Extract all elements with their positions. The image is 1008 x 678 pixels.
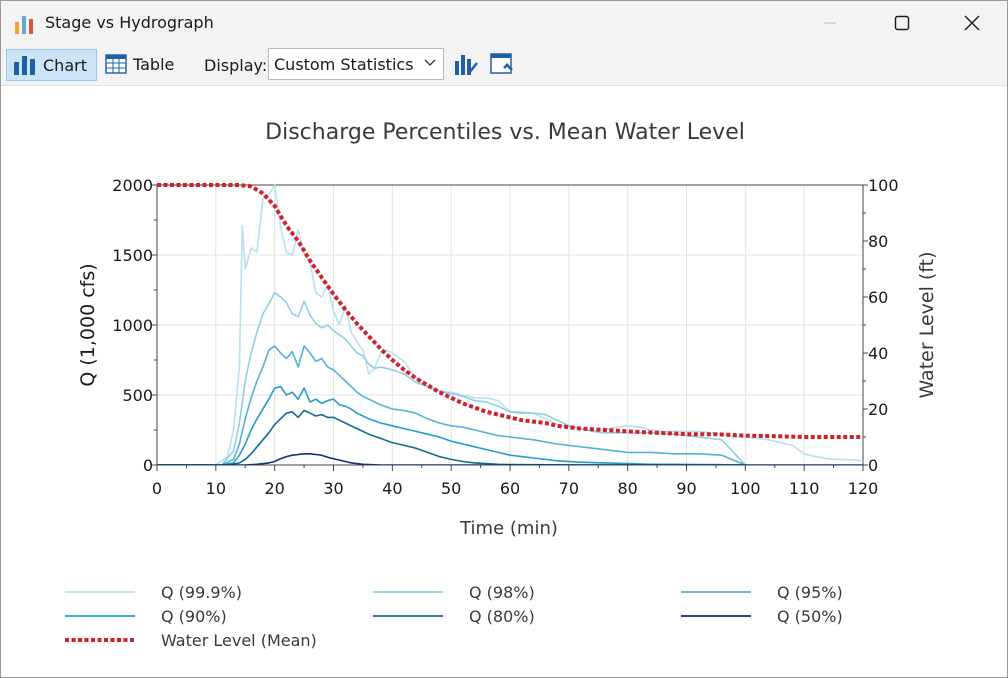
x-tick-label: 40 — [382, 479, 402, 498]
chart-tab-button[interactable]: Chart — [6, 49, 97, 81]
x-tick-label: 60 — [500, 479, 520, 498]
table-icon — [105, 54, 127, 74]
legend-label: Q (98%) — [469, 583, 535, 602]
display-select-value: Custom Statistics — [274, 55, 414, 74]
x-tick-label: 90 — [676, 479, 696, 498]
chart-title: Discharge Percentiles vs. Mean Water Lev… — [265, 120, 745, 145]
x-tick-label: 30 — [323, 479, 343, 498]
bar-chart-icon — [14, 56, 35, 75]
minimize-button[interactable] — [807, 1, 853, 45]
x-axis-label: Time (min) — [459, 518, 558, 539]
x-tick-label: 0 — [152, 479, 162, 498]
x-tick-label: 50 — [441, 479, 461, 498]
y2-tick-label: 0 — [868, 456, 878, 475]
legend-label: Q (80%) — [469, 607, 535, 626]
series-line-water-level-mean — [157, 183, 863, 439]
bar-chart-icon — [15, 16, 33, 34]
y-tick-label: 1500 — [112, 246, 153, 265]
y2-tick-label: 100 — [868, 176, 899, 195]
title-bar[interactable]: Stage vs Hydrograph — [1, 1, 1007, 45]
legend-label: Q (90%) — [161, 607, 227, 626]
minimize-icon — [824, 22, 836, 24]
x-tick-label: 110 — [789, 479, 820, 498]
y-axis-label: Q (1,000 cfs) — [77, 263, 99, 386]
legend-label: Q (95%) — [777, 583, 843, 602]
x-tick-label: 20 — [264, 479, 284, 498]
display-select[interactable]: Custom Statistics — [268, 48, 444, 80]
legend-label: Q (99.9%) — [161, 583, 242, 602]
chart-tab-label: Chart — [43, 55, 87, 75]
x-tick-label: 80 — [617, 479, 637, 498]
maximize-button[interactable] — [879, 1, 925, 45]
chart-settings-icon[interactable] — [453, 51, 479, 77]
chart-svg: 0 10 20 30 40 50 60 70 80 90 100 110 120050010001500… — [65, 120, 938, 650]
y2-tick-label: 20 — [868, 400, 888, 419]
y2-tick-label: 40 — [868, 344, 888, 363]
x-tick-label: 10 — [206, 479, 226, 498]
series-line-q-90 — [157, 385, 746, 465]
y-tick-label: 2000 — [112, 176, 153, 195]
maximize-icon — [894, 15, 910, 31]
display-label: Display: — [204, 56, 268, 75]
legend-label: Water Level (Mean) — [161, 631, 317, 650]
chevron-down-icon — [424, 59, 436, 66]
series-line-q-80 — [157, 409, 628, 465]
x-tick-label: 70 — [559, 479, 579, 498]
y2-tick-label: 80 — [868, 232, 888, 251]
close-button[interactable] — [949, 1, 995, 45]
series-line-q-50 — [157, 452, 863, 465]
window-settings-icon[interactable] — [489, 51, 515, 77]
y-tick-label: 0 — [143, 456, 153, 475]
series-line-q-95 — [157, 345, 746, 465]
y2-axis-label: Water Level (ft) — [916, 251, 938, 398]
toolbar: Chart Table Display: Custom Statistics — [1, 45, 1007, 86]
close-icon — [964, 15, 980, 31]
y2-tick-label: 60 — [868, 288, 888, 307]
window-title: Stage vs Hydrograph — [45, 13, 214, 32]
y-tick-label: 500 — [122, 386, 153, 405]
chart-container: 0 10 20 30 40 50 60 70 80 90 100 110 120 0 500 1000 1500… — [1, 86, 1007, 677]
x-tick-label: 100 — [730, 479, 761, 498]
x-tick-label: 120 — [848, 479, 879, 498]
y-tick-label: 1000 — [112, 316, 153, 335]
table-tab-label: Table — [133, 54, 175, 74]
legend-label: Q (50%) — [777, 607, 843, 626]
table-tab-button[interactable]: Table — [105, 49, 185, 79]
